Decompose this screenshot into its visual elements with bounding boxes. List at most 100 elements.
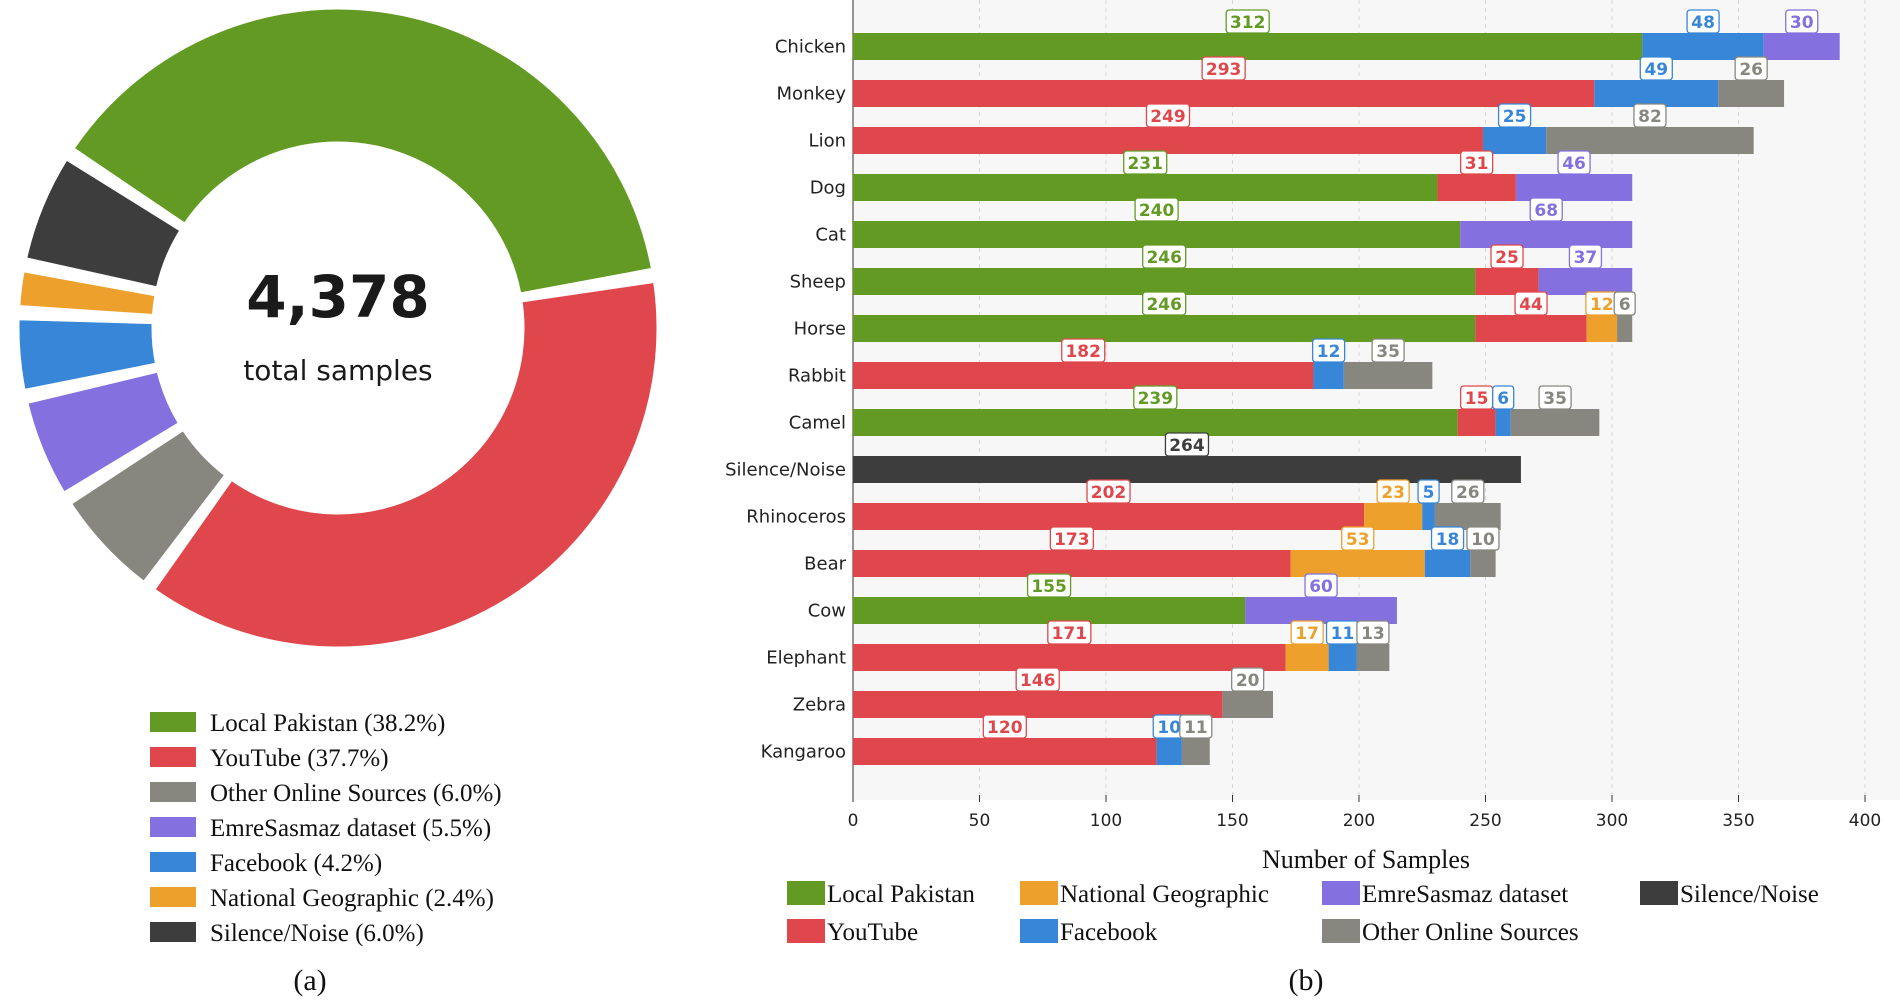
bar-segment-emre [1763,33,1840,60]
bar-segment-facebook [1328,644,1357,671]
bar-segment-youtube [1457,409,1496,436]
bar-x-tick-label: 0 [848,811,859,831]
donut-legend-label-silence: Silence/Noise (6.0%) [210,920,424,947]
bar-value-label: 240 [1139,201,1175,221]
bar-category-label: Cat [815,225,846,246]
bar-value-label-box [1785,9,1819,34]
bar-legend-swatch-facebook [1020,919,1058,943]
bar-value-label-box [982,714,1027,739]
bar-value-label: 17 [1295,624,1319,644]
donut-slice-silence [23,156,184,290]
bar-x-tick-label: 250 [1469,811,1501,831]
bar-value-label-box [1734,56,1768,81]
bar-value-label: 155 [1031,577,1067,597]
bar-value-label-box [1015,667,1060,692]
bar-value-label: 249 [1150,107,1186,127]
donut-chart [16,6,660,650]
bar-category-label: Kangaroo [761,742,846,763]
bar-legend-label-natgeo: National Geographic [1060,881,1269,908]
donut-slice-local [70,6,655,296]
bar-value-label: 246 [1146,248,1182,268]
bar-value-label: 26 [1456,483,1480,503]
donut-legend-swatch-other [150,782,196,802]
caption-a: (a) [293,964,326,997]
bar-value-label: 23 [1381,483,1405,503]
bar-segment-other [1343,362,1433,389]
bar-plot-area [853,0,1900,800]
bar-value-label: 11 [1331,624,1355,644]
bar-category-label: Rhinoceros [746,507,846,528]
bar-value-label-box [1201,56,1246,81]
bar-segment-youtube [1475,315,1587,342]
bar-segment-youtube [1475,268,1539,295]
bar-legend: Local Pakistan National Geographic EmreSas… [787,881,1819,946]
bar-category-label: Cow [808,601,846,622]
bar-value-label: 15 [1465,389,1489,409]
bar-value-label: 26 [1739,60,1763,80]
bar-legend-label-local: Local Pakistan [827,881,975,908]
bar-segment-youtube [853,362,1314,389]
bar-value-label: 35 [1543,389,1567,409]
bar-segment-emre [1538,268,1633,295]
bar-value-label-box [1304,573,1338,598]
bar-segment-local [853,409,1458,436]
bar-category-label: Silence/Noise [725,460,846,481]
bar-segment-natgeo [1586,315,1618,342]
bar-value-label: 68 [1534,201,1558,221]
bar-segment-other [1546,127,1754,154]
bar-segment-emre [1245,597,1397,624]
bar-segment-youtube [1437,174,1516,201]
bar-segment-local [853,33,1643,60]
donut-legend-label-facebook: Facebook (4.2%) [210,850,382,877]
bar-value-label: 146 [1020,671,1056,691]
bar-value-label-box [1451,479,1485,504]
bar-segment-facebook [1313,362,1344,389]
bar-x-tick-label: 100 [1090,811,1122,831]
donut-slice-facebook [16,317,159,393]
bar-value-label-box [1613,291,1636,316]
bar-value-label-box [1459,150,1494,175]
bar-value-label-box [1497,103,1532,128]
bar-x-tick-label: 150 [1216,811,1248,831]
bar-value-label: 48 [1691,13,1715,33]
bar-category-label: Dog [810,178,846,199]
bar-legend-swatch-local [787,881,825,905]
bar-x-tick-label: 200 [1343,811,1375,831]
bar-value-label: 231 [1127,154,1163,174]
bar-value-label: 37 [1574,248,1598,268]
bar-value-label-box [1430,526,1465,551]
bar-value-label: 10 [1471,530,1495,550]
bar-x-tick-label: 300 [1596,811,1628,831]
bar-segment-other [1718,80,1785,107]
bar-value-label: 12 [1317,342,1341,362]
bar-value-label: 239 [1138,389,1174,409]
bar-value-label: 82 [1638,107,1662,127]
bar-segment-youtube [853,80,1595,107]
bar-legend-label-emre: EmreSasmaz dataset [1362,881,1568,908]
bar-value-label: 11 [1184,718,1208,738]
bar-value-label-box [1142,291,1187,316]
bar-value-label-box [1225,9,1270,34]
bar-value-label-box [1179,714,1213,739]
bar-segment-local [853,221,1461,248]
bar-value-label-box [1133,385,1178,410]
bar-segment-other [1434,503,1501,530]
bar-value-label-box [1568,244,1603,269]
bar-segment-youtube [853,503,1365,530]
bar-legend-label-facebook: Facebook [1060,919,1158,946]
bar-category-labels: Chicken Monkey Lion Dog Cat Sheep Horse Rabbit C… [725,37,846,763]
bar-legend-swatch-natgeo [1020,881,1058,905]
bar-segment-other [1181,738,1210,765]
bar-x-axis: 0 50 100 150 200 250 300 350 400 [848,0,1881,831]
bar-value-label-box [1134,197,1179,222]
bar-value-label: 182 [1065,342,1101,362]
bar-value-label-box [1557,150,1591,175]
bar-category-label: Horse [794,319,846,340]
bar-value-label-box [1047,620,1092,645]
bar-value-label-box [1231,667,1265,692]
bar-value-label-box [1529,197,1563,222]
bar-value-label-box [1466,526,1500,551]
bar-value-label-box [1086,479,1131,504]
